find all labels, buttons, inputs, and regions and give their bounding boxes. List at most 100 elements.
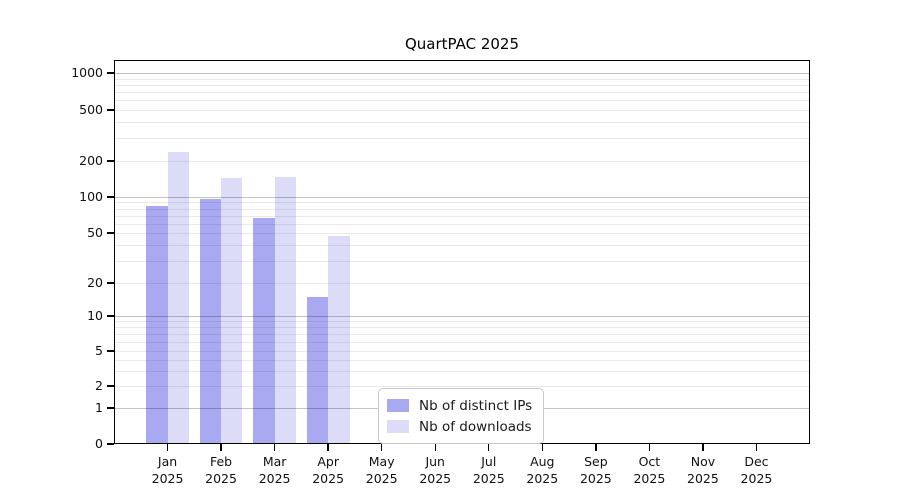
x-tick-year: 2025 [365, 471, 398, 486]
y-tick-label-5: 5 [95, 343, 103, 358]
bar-apr-downloads [328, 236, 350, 444]
legend-label-downloads: Nb of downloads [419, 418, 532, 435]
bar-apr-distinct-ips [306, 296, 329, 444]
gridline-2 [114, 386, 810, 387]
gridline-600 [114, 100, 810, 102]
x-tick-label-dec: Dec 2025 [724, 453, 788, 487]
gridline-10 [114, 316, 810, 317]
x-tick-label-jan: Jan 2025 [136, 453, 200, 487]
bar-feb-downloads [221, 177, 243, 444]
gridline-80 [114, 208, 810, 210]
x-tick-month: Oct [638, 454, 661, 469]
x-tick-month: Apr [317, 454, 339, 469]
gridline-60 [114, 223, 810, 225]
x-tick-month: Feb [209, 454, 233, 469]
x-tick-month: Aug [530, 454, 555, 469]
gridline-4 [114, 359, 810, 361]
x-tick-label-aug: Aug 2025 [510, 453, 574, 487]
gridline-3 [114, 370, 810, 372]
gridline-100 [114, 197, 810, 198]
x-tick-year: 2025 [687, 471, 719, 486]
bar-jan-distinct-ips [146, 206, 168, 444]
bar-feb-distinct-ips [199, 198, 222, 444]
x-tick-label-jul: Jul 2025 [457, 453, 521, 487]
x-tick-year: 2025 [740, 471, 773, 486]
legend-item-distinct-ips: Nb of distinct IPs [387, 395, 532, 416]
gridline-700 [114, 92, 810, 94]
x-tick-label-mar: Mar 2025 [243, 453, 307, 487]
y-tick-label-20: 20 [87, 275, 103, 290]
gridline-900 [114, 78, 810, 80]
x-tick-mark-aug [541, 444, 543, 451]
y-tick-mark-10 [107, 315, 114, 317]
x-tick-month: Dec [744, 454, 769, 469]
x-tick-mark-sep [595, 444, 597, 451]
x-tick-year: 2025 [151, 471, 184, 486]
gridline-8 [114, 327, 810, 329]
x-tick-year: 2025 [419, 471, 452, 486]
y-tick-label-50: 50 [87, 225, 103, 240]
y-tick-mark-200 [107, 160, 114, 162]
gridline-50 [114, 233, 810, 234]
x-tick-mark-nov [702, 444, 704, 451]
y-tick-mark-1 [107, 407, 114, 409]
y-tick-mark-5 [107, 350, 114, 352]
y-tick-label-10: 10 [87, 308, 103, 323]
gridline-6 [114, 341, 810, 343]
gridline-20 [114, 283, 810, 284]
y-tick-label-1: 1 [95, 400, 103, 415]
chart-title: QuartPAC 2025 [404, 35, 520, 53]
bar-jan-downloads [167, 151, 189, 444]
x-tick-month: Nov [690, 454, 716, 469]
gridline-400 [114, 122, 810, 124]
x-tick-label-feb: Feb 2025 [189, 453, 253, 487]
y-tick-mark-1000 [107, 72, 114, 74]
x-tick-label-apr: Apr 2025 [296, 453, 360, 487]
x-tick-year: 2025 [526, 471, 559, 486]
y-tick-label-0: 0 [95, 436, 103, 451]
legend: Nb of distinct IPs Nb of downloads [378, 388, 545, 444]
x-tick-label-oct: Oct 2025 [617, 453, 681, 487]
x-tick-year: 2025 [312, 471, 345, 486]
x-tick-year: 2025 [205, 471, 237, 486]
x-tick-mark-feb [220, 444, 222, 451]
gridline-30 [114, 260, 810, 262]
y-tick-label-200: 200 [79, 153, 103, 168]
gridline-7 [114, 334, 810, 335]
x-tick-mark-mar [273, 444, 276, 451]
y-tick-mark-20 [107, 282, 114, 284]
gridline-1000 [114, 73, 810, 74]
legend-swatch-downloads [387, 420, 409, 433]
gridline-5 [114, 351, 810, 352]
x-tick-mark-apr [327, 444, 329, 451]
y-tick-mark-0 [107, 443, 114, 445]
x-tick-month: Sep [584, 454, 608, 469]
y-tick-mark-2 [107, 385, 114, 387]
x-tick-label-jun: Jun 2025 [403, 453, 467, 487]
gridline-90 [114, 202, 810, 204]
x-tick-mark-jan [166, 444, 169, 451]
y-tick-label-1000: 1000 [71, 65, 103, 80]
y-tick-label-100: 100 [79, 189, 103, 204]
gridline-500 [114, 110, 810, 111]
x-tick-label-nov: Nov 2025 [671, 453, 735, 487]
gridline-300 [114, 138, 810, 140]
x-tick-month: Jun [425, 454, 445, 469]
gridline-70 [114, 215, 810, 217]
x-tick-label-sep: Sep 2025 [564, 453, 628, 487]
bar-mar-distinct-ips [253, 217, 275, 444]
x-tick-label-may: May 2025 [350, 453, 414, 487]
x-tick-mark-may [380, 444, 383, 451]
x-tick-month: Jul [481, 454, 497, 469]
y-tick-label-500: 500 [79, 102, 103, 117]
x-tick-mark-oct [648, 444, 651, 451]
x-tick-year: 2025 [258, 471, 291, 486]
bar-mar-downloads [274, 176, 296, 444]
x-tick-year: 2025 [633, 471, 666, 486]
gridline-9 [114, 321, 810, 323]
gridline-800 [114, 84, 810, 86]
x-tick-mark-dec [755, 444, 758, 451]
y-tick-mark-500 [107, 109, 114, 111]
x-tick-month: May [368, 454, 395, 469]
x-tick-year: 2025 [472, 471, 505, 486]
